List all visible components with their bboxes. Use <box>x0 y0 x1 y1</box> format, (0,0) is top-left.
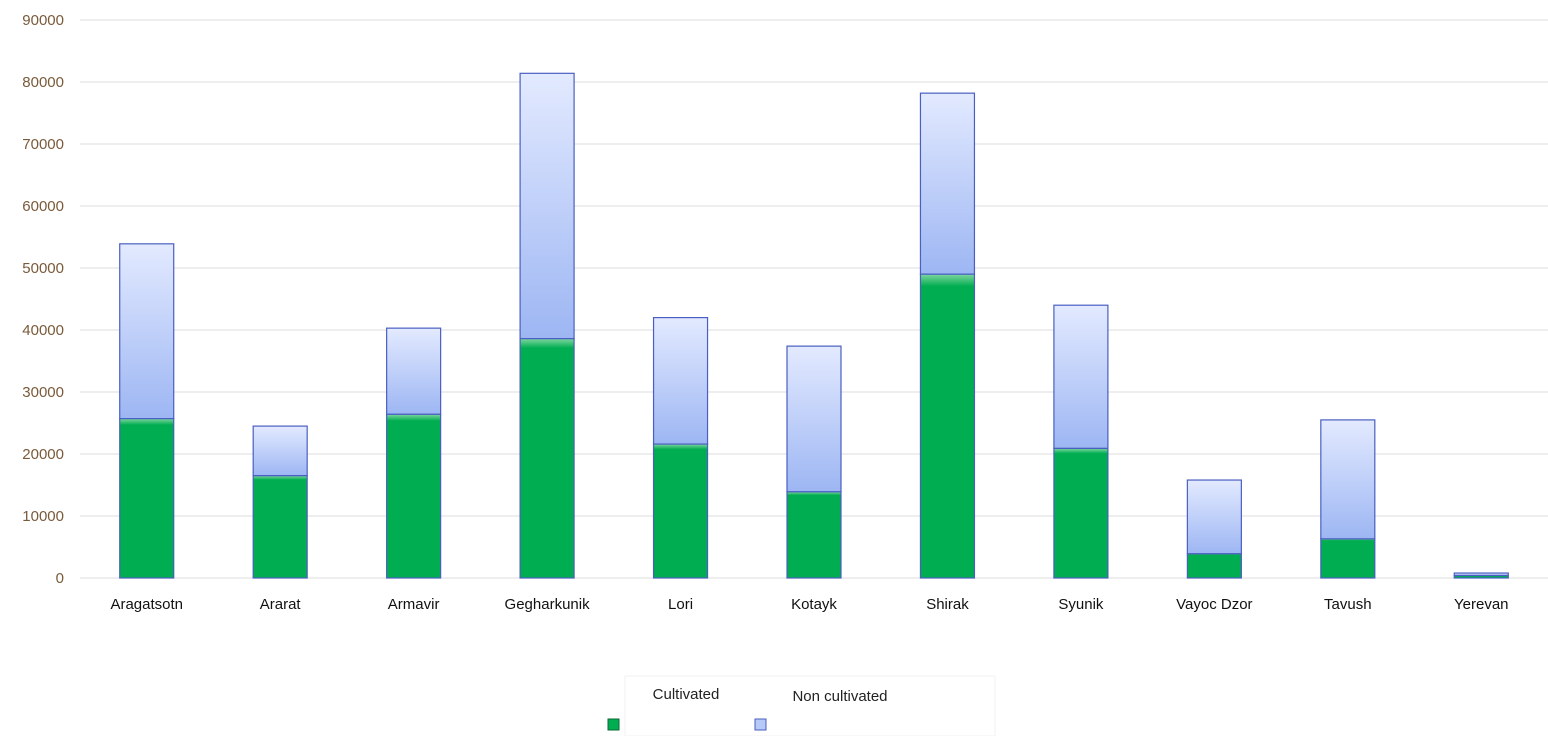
x-tick-label: Syunik <box>1058 596 1104 613</box>
x-tick-label: Tavush <box>1324 596 1372 613</box>
bar-cultivated-shirak <box>919 273 976 579</box>
bar-cultivated-aragatsotn <box>119 418 175 579</box>
x-tick-label: Vayoc Dzor <box>1176 596 1252 613</box>
bar-cultivated-armavir <box>386 413 442 579</box>
y-tick-label: 20000 <box>22 446 64 463</box>
y-tick-label: 90000 <box>22 12 64 29</box>
legend-label: Non cultivated <box>792 688 887 705</box>
bar-cultivated-ararat <box>252 475 308 579</box>
bar-non-cultivated-vayoc-dzor <box>1186 479 1242 555</box>
y-axis-ticks: 0 10000 20000 30000 40000 50000 60000 70000 8000… <box>22 12 64 587</box>
x-tick-label: Shirak <box>926 596 969 613</box>
y-tick-label: 60000 <box>22 198 64 215</box>
bar-cultivated-tavush <box>1320 538 1376 579</box>
bar-cultivated-yerevan <box>1453 574 1509 579</box>
gridlines <box>80 19 1548 579</box>
bar-non-cultivated-syunik <box>1053 304 1109 450</box>
bar-cultivated-syunik <box>1053 447 1109 579</box>
bar-non-cultivated-lori <box>652 317 709 445</box>
bar-non-cultivated-gegharkunik <box>519 72 575 340</box>
y-tick-label: 10000 <box>22 508 64 525</box>
bar-non-cultivated-ararat <box>252 425 308 477</box>
y-tick-label: 50000 <box>22 260 64 277</box>
y-tick-label: 80000 <box>22 74 64 91</box>
x-tick-label: Ararat <box>260 596 302 613</box>
x-tick-label: Lori <box>668 596 693 613</box>
x-axis-ticks: Aragatsotn Ararat Armavir Gegharkunik Lori Ko… <box>110 596 1508 613</box>
bar-cultivated-vayoc-dzor <box>1186 553 1242 579</box>
bar-non-cultivated-shirak <box>919 92 976 275</box>
legend: Cultivated Non cultivated <box>607 686 888 731</box>
x-tick-label: Yerevan <box>1454 596 1509 613</box>
bars <box>119 72 1509 579</box>
x-tick-label: Gegharkunik <box>505 596 591 613</box>
x-tick-label: Kotayk <box>791 596 837 613</box>
y-tick-label: 30000 <box>22 384 64 401</box>
bar-non-cultivated-armavir <box>386 327 442 415</box>
legend-box <box>624 675 996 736</box>
bar-non-cultivated-aragatsotn <box>119 243 175 420</box>
y-tick-label: 40000 <box>22 322 64 339</box>
y-tick-label: 70000 <box>22 136 64 153</box>
bar-cultivated-kotayk <box>786 491 842 579</box>
bar-non-cultivated-tavush <box>1320 419 1376 540</box>
bar-non-cultivated-kotayk <box>786 345 842 493</box>
y-tick-label: 0 <box>56 570 64 587</box>
x-tick-label: Aragatsotn <box>110 596 183 613</box>
bar-cultivated-lori <box>652 443 709 579</box>
bar-cultivated-gegharkunik <box>519 338 575 579</box>
legend-swatch <box>754 718 767 731</box>
legend-swatch <box>607 718 620 731</box>
x-tick-label: Armavir <box>388 596 440 613</box>
legend-label: Cultivated <box>653 686 720 703</box>
